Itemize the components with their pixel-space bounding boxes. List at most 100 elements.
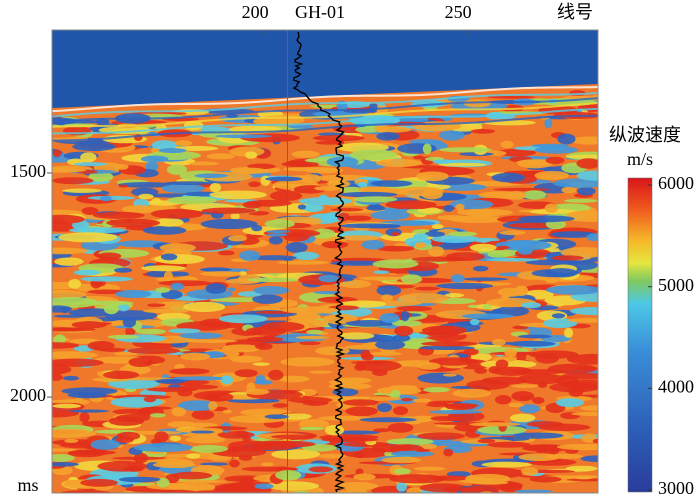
velocity-texture [180, 352, 211, 361]
velocity-texture [462, 277, 509, 281]
velocity-texture [428, 326, 457, 335]
velocity-texture [252, 362, 270, 366]
velocity-texture [417, 372, 465, 384]
velocity-texture [443, 204, 454, 212]
velocity-texture [373, 270, 390, 275]
velocity-texture [146, 387, 198, 392]
velocity-texture [62, 375, 79, 381]
velocity-texture [222, 409, 233, 414]
velocity-texture [96, 252, 122, 260]
velocity-texture [414, 286, 440, 291]
velocity-texture [531, 143, 570, 148]
velocity-texture [387, 422, 414, 433]
velocity-texture [487, 95, 536, 99]
velocity-texture [342, 441, 390, 447]
velocity-texture [512, 432, 564, 439]
velocity-texture [481, 461, 532, 468]
velocity-texture [556, 443, 598, 451]
velocity-texture [406, 498, 464, 502]
velocity-texture [488, 365, 501, 374]
velocity-texture [534, 145, 579, 154]
velocity-texture [125, 326, 136, 338]
velocity-texture [359, 417, 417, 423]
velocity-texture [376, 245, 415, 252]
shallow-layer [52, 97, 598, 123]
velocity-texture [234, 494, 275, 498]
velocity-texture [158, 148, 187, 154]
velocity-texture [566, 478, 598, 482]
velocity-texture [472, 265, 489, 272]
velocity-texture [218, 314, 268, 324]
velocity-texture [80, 478, 118, 487]
velocity-texture [155, 287, 171, 293]
velocity-texture [182, 496, 226, 500]
velocity-texture [146, 303, 166, 308]
velocity-texture [491, 172, 526, 183]
velocity-texture [357, 181, 368, 188]
velocity-texture [570, 136, 598, 145]
velocity-texture [61, 387, 118, 395]
velocity-texture [261, 462, 274, 467]
velocity-texture [68, 227, 126, 234]
velocity-texture [234, 369, 258, 378]
velocity-texture [488, 496, 518, 499]
velocity-texture [511, 391, 535, 402]
velocity-texture [272, 403, 289, 408]
velocity-texture [199, 267, 232, 272]
velocity-texture [297, 204, 307, 210]
velocity-texture [252, 294, 283, 304]
velocity-texture [511, 384, 539, 388]
velocity-texture [114, 267, 133, 273]
velocity-texture [159, 243, 196, 253]
velocity-texture [518, 215, 575, 223]
velocity-texture [266, 230, 291, 234]
velocity-texture [52, 168, 87, 173]
velocity-texture [381, 294, 394, 301]
velocity-texture [179, 332, 223, 339]
velocity-texture [338, 332, 375, 340]
velocity-texture [295, 335, 330, 340]
velocity-texture [528, 350, 579, 359]
velocity-texture [390, 232, 401, 236]
velocity-texture [193, 490, 223, 493]
velocity-texture [538, 423, 591, 431]
velocity-texture [95, 118, 110, 126]
velocity-texture [563, 327, 574, 338]
velocity-texture [552, 178, 598, 188]
velocity-texture [191, 409, 215, 420]
velocity-texture [538, 382, 548, 388]
velocity-texture [170, 282, 185, 291]
velocity-texture [245, 151, 258, 159]
velocity-texture [298, 197, 353, 206]
velocity-texture [463, 348, 479, 356]
velocity-texture [140, 155, 169, 163]
velocity-texture [73, 269, 101, 276]
velocity-texture [79, 412, 90, 423]
velocity-texture [466, 379, 510, 390]
velocity-texture [118, 184, 128, 188]
velocity-texture [481, 492, 511, 493]
velocity-texture [471, 481, 509, 485]
velocity-texture [169, 435, 182, 442]
colorbar-unit: m/s [627, 149, 653, 169]
velocity-texture [549, 382, 598, 393]
velocity-texture [171, 376, 230, 381]
velocity-texture [495, 359, 509, 369]
velocity-texture [416, 362, 441, 370]
velocity-texture [566, 210, 598, 220]
velocity-texture [586, 233, 598, 242]
velocity-texture [326, 156, 359, 168]
velocity-texture [80, 276, 133, 282]
velocity-texture [292, 251, 320, 261]
velocity-texture [340, 186, 364, 194]
velocity-texture [238, 454, 253, 461]
velocity-texture [52, 448, 78, 452]
velocity-texture [227, 287, 236, 292]
velocity-texture [391, 319, 422, 327]
velocity-texture [486, 257, 540, 262]
velocity-texture [474, 367, 488, 374]
velocity-texture [398, 292, 450, 304]
velocity-texture [461, 485, 500, 493]
velocity-texture [113, 351, 139, 356]
